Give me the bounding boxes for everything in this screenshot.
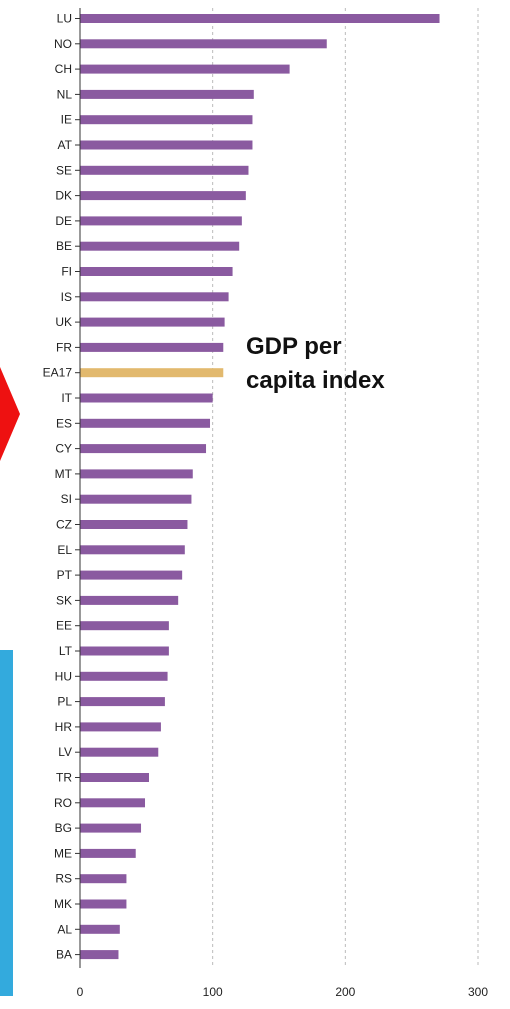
category-label: EL [57, 543, 72, 557]
y-axis [75, 8, 81, 968]
bar [80, 950, 119, 960]
x-tick-label: 200 [335, 985, 355, 999]
category-label: FI [61, 265, 72, 279]
bar [80, 216, 242, 226]
bars [80, 14, 440, 960]
category-label: CY [55, 442, 72, 456]
bar [80, 191, 246, 201]
bar [80, 798, 146, 808]
bar [80, 595, 179, 605]
category-label: DE [55, 214, 72, 228]
category-label: SE [56, 163, 72, 177]
bar [80, 165, 249, 175]
red-arrow-icon [0, 367, 20, 461]
category-label: LV [58, 745, 72, 759]
bar [80, 924, 120, 934]
bar [80, 848, 136, 858]
bar [80, 89, 254, 99]
category-label: TR [56, 771, 72, 785]
gridlines [212, 8, 479, 968]
category-label: NO [54, 37, 72, 51]
category-label: SK [56, 593, 72, 607]
category-label: AL [57, 922, 72, 936]
bar [80, 671, 168, 681]
bar [80, 747, 159, 757]
bar [80, 697, 165, 707]
bar [80, 39, 327, 49]
x-tick-labels: 0 100 200 300 [77, 985, 489, 999]
category-label: ME [54, 846, 72, 860]
category-label: IS [61, 290, 72, 304]
bar [80, 469, 193, 479]
side-box [0, 650, 13, 996]
bar [80, 115, 253, 125]
bar [80, 621, 169, 631]
bar [80, 823, 142, 833]
category-label: PT [57, 568, 73, 582]
bar [80, 494, 192, 504]
category-label: CH [55, 62, 72, 76]
category-label: EE [56, 619, 72, 633]
category-label: UK [55, 315, 72, 329]
bar [80, 241, 240, 251]
bar [80, 773, 149, 782]
category-label: RS [55, 872, 72, 886]
category-label: RO [54, 796, 72, 810]
category-label: LT [59, 644, 73, 658]
category-label: IE [61, 113, 72, 127]
bar [80, 292, 229, 302]
bar [80, 545, 185, 555]
bar [80, 418, 211, 428]
category-label: EA17 [43, 366, 73, 380]
category-label: MT [55, 467, 73, 481]
bar [80, 520, 188, 529]
bar [80, 317, 225, 327]
x-tick-label: 100 [203, 985, 223, 999]
chart-annotation: GDP per capita index [246, 333, 385, 394]
bar [80, 444, 207, 454]
category-label: BE [56, 239, 72, 253]
category-label: PL [57, 695, 72, 709]
category-label: MK [54, 897, 72, 911]
bar [80, 722, 161, 732]
category-label: FR [56, 340, 72, 354]
category-label: IT [61, 391, 72, 405]
x-tick-label: 300 [468, 985, 488, 999]
bar [80, 874, 127, 884]
category-label: BG [55, 821, 72, 835]
bar [80, 64, 290, 74]
bar [80, 267, 233, 276]
bar [80, 368, 224, 378]
category-label: HR [55, 720, 73, 734]
category-label: HU [55, 669, 72, 683]
bar [80, 570, 183, 580]
category-label: ES [56, 416, 72, 430]
category-label: SI [61, 492, 72, 506]
category-label: AT [58, 138, 73, 152]
x-tick-label: 0 [77, 985, 84, 999]
bar [80, 14, 440, 23]
bar [80, 140, 253, 150]
bar [80, 342, 224, 352]
bar [80, 393, 213, 403]
category-label: BA [56, 948, 72, 962]
category-labels: LU NO CH NL IE AT SE DK DE BE FI IS UK FR EA17 IT ES CY MT… [43, 12, 73, 962]
bar [80, 899, 127, 909]
category-label: LU [57, 12, 72, 26]
bar [80, 646, 169, 656]
category-label: NL [57, 87, 73, 101]
category-label: DK [55, 189, 72, 203]
category-label: CZ [56, 518, 72, 532]
